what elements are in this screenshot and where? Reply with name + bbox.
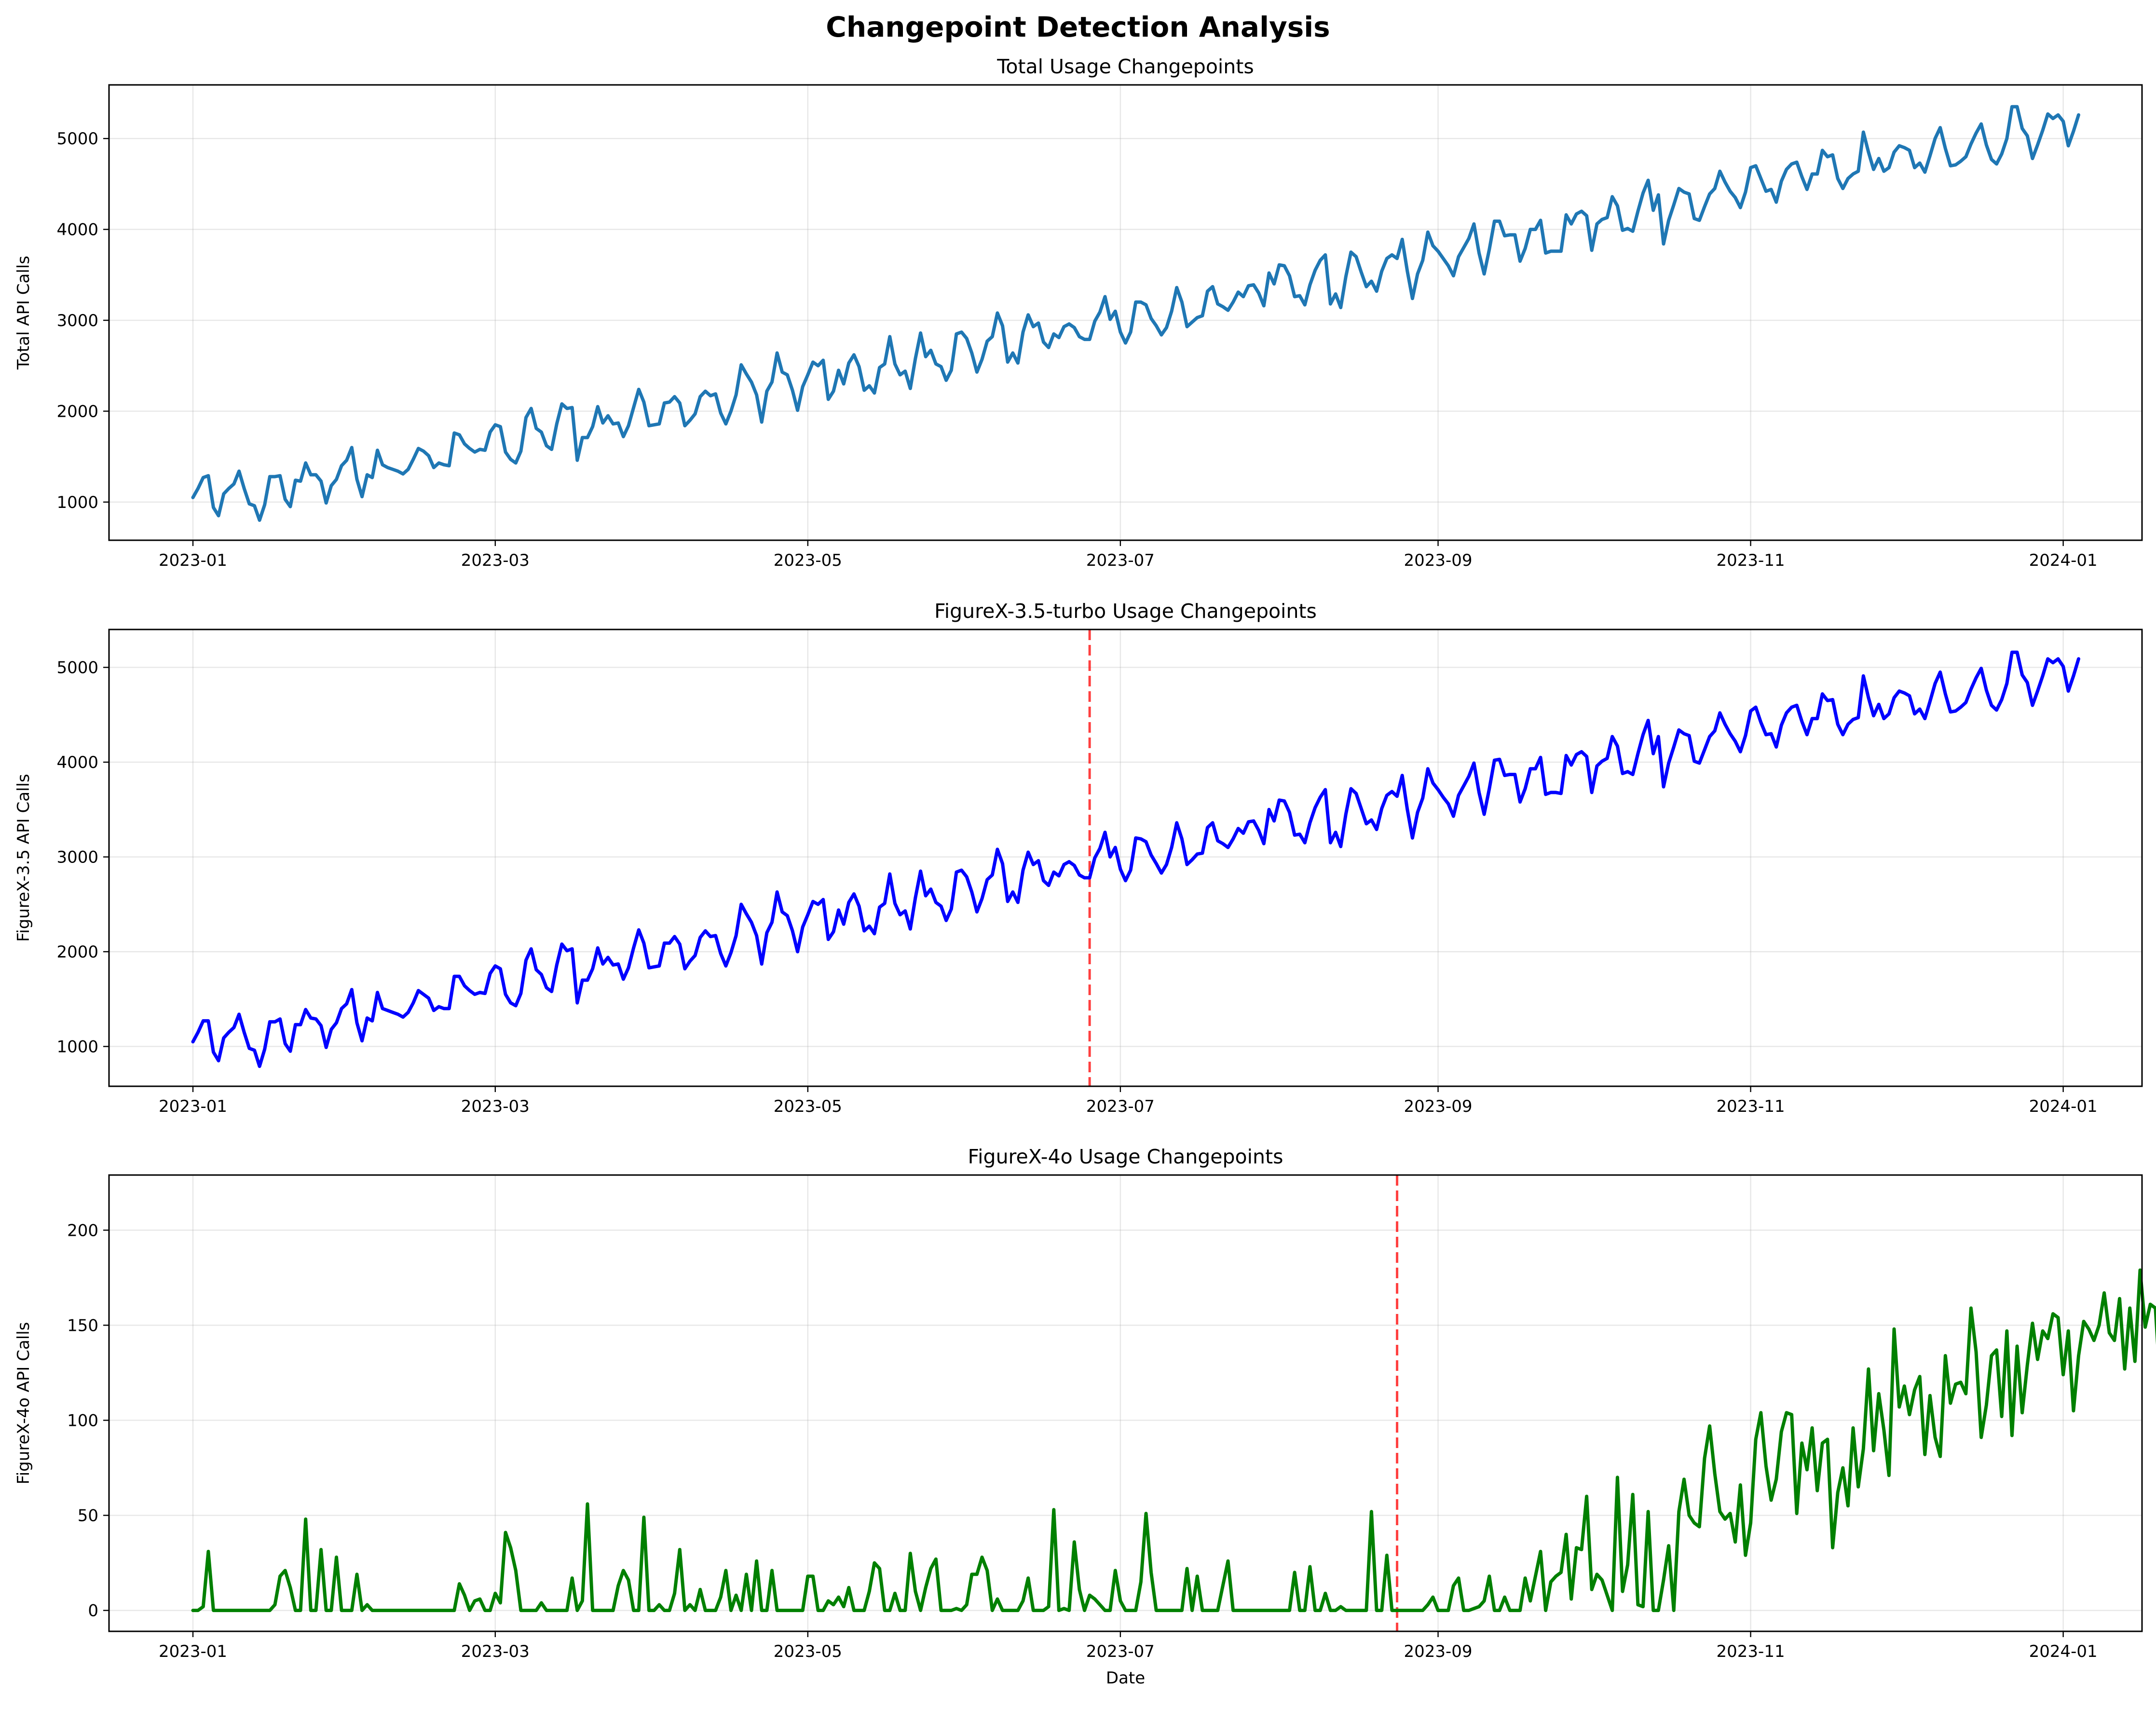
y-axis-label: FigureX-3.5 API Calls xyxy=(14,774,33,942)
x-tick-label: 2023-09 xyxy=(1404,551,1473,570)
x-tick-label: 2023-11 xyxy=(1717,1642,1785,1661)
y-tick-label: 50 xyxy=(78,1506,98,1526)
subplot-title: FigureX-4o Usage Changepoints xyxy=(968,1145,1283,1168)
y-tick-label: 100 xyxy=(67,1411,98,1430)
x-tick-label: 2023-09 xyxy=(1404,1642,1473,1661)
x-tick-label: 2023-03 xyxy=(461,1642,530,1661)
x-tick-label: 2023-09 xyxy=(1404,1097,1473,1116)
grid xyxy=(109,629,2142,1086)
series-line xyxy=(191,650,2080,1068)
x-tick-label: 2023-03 xyxy=(461,1097,530,1116)
y-tick-label: 3000 xyxy=(56,848,98,867)
axis-ticks: 2023-01 2023-03 2023-05 2023-07 2023-09 2023-… xyxy=(67,1221,2098,1661)
subplot-title: Total Usage Changepoints xyxy=(996,55,1254,78)
axis-ticks: 2023-01 2023-03 2023-05 2023-07 2023-09 2023-… xyxy=(56,658,2097,1116)
axis-ticks: 2023-01 2023-03 2023-05 2023-07 2023-09 2023-… xyxy=(56,129,2097,570)
y-tick-label: 4000 xyxy=(56,753,98,772)
x-tick-label: 2023-07 xyxy=(1086,551,1155,570)
y-axis-label: FigureX-4o API Calls xyxy=(14,1322,33,1485)
y-tick-label: 2000 xyxy=(56,943,98,962)
y-tick-label: 5000 xyxy=(56,129,98,149)
y-tick-label: 4000 xyxy=(56,220,98,240)
y-tick-label: 1000 xyxy=(56,493,98,512)
panel-gpt4o-usage: 2023-01 2023-03 2023-05 2023-07 2023-09 2023-… xyxy=(14,1145,2156,1688)
x-tick-label: 2023-01 xyxy=(159,1642,227,1661)
y-tick-label: 150 xyxy=(67,1316,98,1335)
series-line xyxy=(191,1268,2156,1613)
y-tick-label: 3000 xyxy=(56,311,98,330)
x-tick-label: 2023-05 xyxy=(774,1097,842,1116)
y-tick-label: 2000 xyxy=(56,402,98,421)
y-tick-label: 200 xyxy=(67,1221,98,1240)
y-tick-label: 5000 xyxy=(56,658,98,678)
x-tick-label: 2024-01 xyxy=(2029,1642,2098,1661)
x-tick-label: 2023-05 xyxy=(774,1642,842,1661)
x-tick-label: 2024-01 xyxy=(2029,1097,2098,1116)
x-tick-label: 2023-11 xyxy=(1717,551,1785,570)
panel-total-usage: 2023-01 2023-03 2023-05 2023-07 2023-09 2023-… xyxy=(14,55,2143,570)
series xyxy=(191,1268,2156,1613)
x-tick-label: 2024-01 xyxy=(2029,551,2098,570)
x-tick-label: 2023-01 xyxy=(159,1097,227,1116)
grid xyxy=(109,1175,2142,1631)
plot-area-frame xyxy=(108,1174,2143,1632)
series-line xyxy=(191,105,2080,522)
x-tick-label: 2023-03 xyxy=(461,551,530,570)
x-tick-label: 2023-01 xyxy=(159,551,227,570)
figure-title: Changepoint Detection Analysis xyxy=(826,11,1330,43)
series xyxy=(191,105,2080,522)
y-tick-label: 0 xyxy=(88,1601,98,1621)
x-tick-label: 2023-07 xyxy=(1086,1097,1155,1116)
subplot-title: FigureX-3.5-turbo Usage Changepoints xyxy=(934,600,1317,623)
x-tick-label: 2023-11 xyxy=(1717,1097,1785,1116)
x-tick-label: 2023-07 xyxy=(1086,1642,1155,1661)
plot-area-frame xyxy=(108,84,2143,541)
grid xyxy=(109,85,2142,540)
series xyxy=(191,650,2080,1068)
panel-gpt35-usage: 2023-01 2023-03 2023-05 2023-07 2023-09 2023-… xyxy=(14,600,2143,1116)
x-axis-label: Date xyxy=(1106,1668,1145,1688)
x-tick-label: 2023-05 xyxy=(774,551,842,570)
y-axis-label: Total API Calls xyxy=(14,256,33,370)
y-tick-label: 1000 xyxy=(56,1037,98,1056)
plot-area-frame xyxy=(108,629,2143,1087)
